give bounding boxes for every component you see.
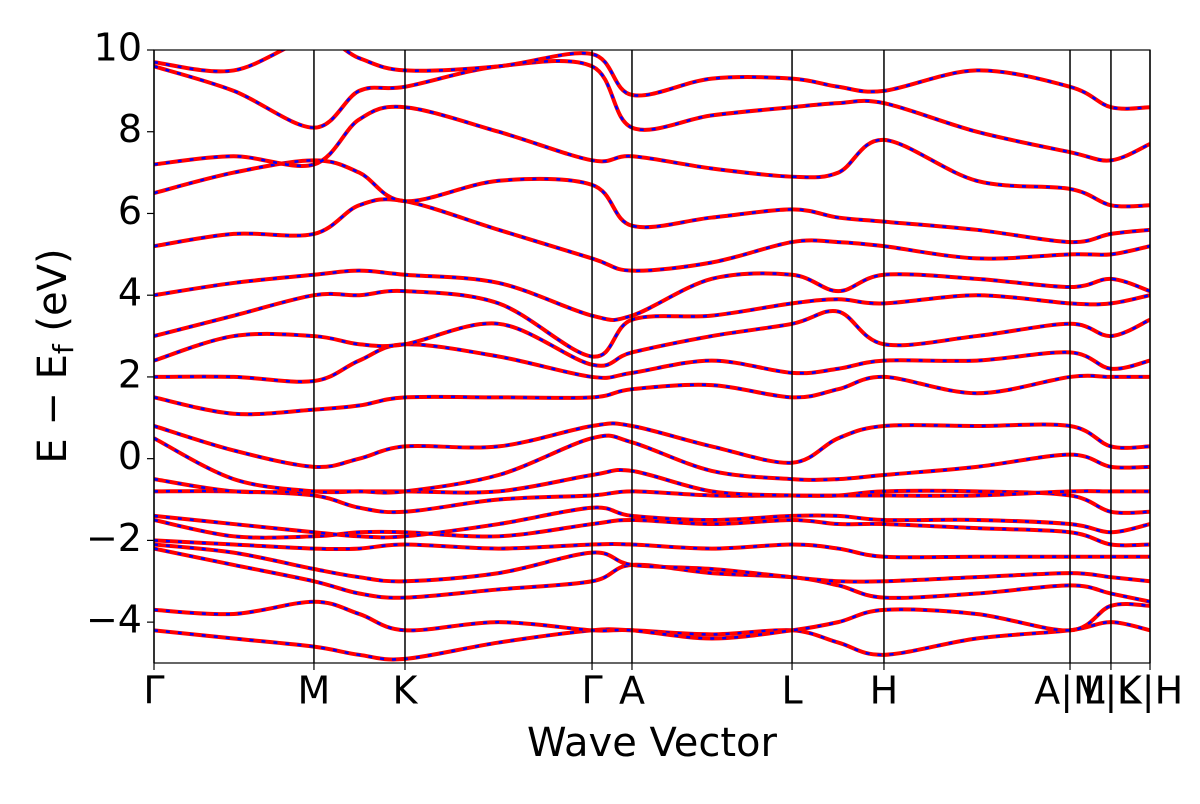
x-tick-label: L|L [1083,669,1138,714]
x-tick-label: A|M [1034,669,1106,714]
band-line [154,538,1150,560]
band-overlay [154,342,1150,383]
y-tick-label: 4 [118,271,142,315]
band-overlay [154,539,1150,559]
y-tick-label: 2 [118,352,142,396]
band-line [154,58,1150,163]
y-label-unit: (eV) [30,248,76,344]
band-line [154,158,1150,245]
x-tick-label: H [870,669,899,713]
x-tick-label: L [781,669,802,713]
y-tick-label: −4 [86,598,142,642]
x-axis-label: Wave Vector [527,720,778,766]
y-tick-label: 8 [118,107,142,151]
band-line [154,620,1150,662]
y-tick-label: 0 [118,434,142,478]
plot-area [154,50,1150,662]
band-overlay [154,543,1150,584]
y-label-main: E − E [30,354,76,464]
x-tick-label: A [619,669,645,713]
y-label-sub: f [47,343,80,354]
band-overlay [154,422,1150,469]
band-line [154,197,1150,273]
x-tick-label: M [298,669,331,713]
band-overlay [154,468,1150,497]
x-tick-label: Γ [581,669,602,713]
plot-frame [153,49,1151,664]
band-overlay [154,59,1150,162]
x-tick-label: K|H [1117,669,1183,714]
band-overlay [154,600,1150,640]
band-overlay [154,269,1150,322]
band-overlay [154,105,1150,208]
band-line [154,421,1150,470]
band-overlay [154,620,1150,661]
band-overlay [154,374,1150,416]
band-line [154,433,1150,495]
band-line [154,288,1150,359]
band-line [154,50,1150,111]
y-tick-label: 10 [94,26,142,70]
band-overlay [154,309,1150,367]
band-overlay [154,159,1150,244]
x-tick-label: Γ [143,669,164,713]
band-line [154,104,1150,209]
band-overlay [154,506,1150,539]
y-tick-label: −2 [86,516,142,560]
y-axis-label: E − Ef (eV) [30,248,80,463]
x-tick-label: K [393,669,419,713]
y-tick-label: 6 [118,189,142,233]
